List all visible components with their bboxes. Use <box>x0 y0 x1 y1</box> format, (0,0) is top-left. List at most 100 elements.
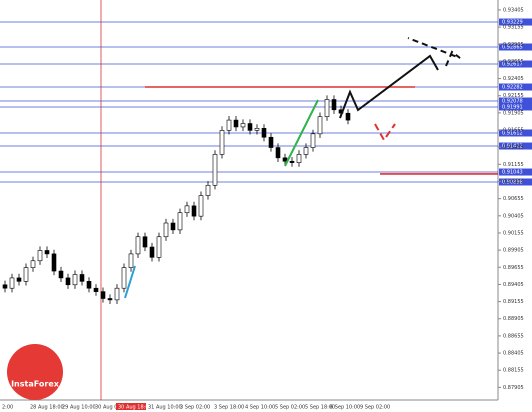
candle-body <box>163 222 169 238</box>
candle-body <box>296 154 302 163</box>
level-tag <box>499 83 532 91</box>
forecast-line <box>407 37 461 67</box>
candle-body <box>135 236 141 255</box>
candle-body <box>30 260 36 268</box>
x-tick-label: 29 Aug 10:00 <box>62 405 96 411</box>
level-label: 0.93229 <box>502 20 523 26</box>
level-label: 0.91422 <box>502 144 523 150</box>
y-tick-label: 0.88905 <box>503 316 524 322</box>
candle-body <box>254 128 260 131</box>
candle-body <box>2 284 8 289</box>
level-tag <box>499 129 532 137</box>
candle-body <box>177 212 183 231</box>
level-tag <box>499 168 532 176</box>
level-tag <box>499 18 532 26</box>
y-tick-label: 0.87905 <box>503 385 524 391</box>
candle-body <box>317 116 323 135</box>
y-tick-label: 0.92155 <box>503 93 524 99</box>
candle-body <box>212 154 218 186</box>
logo-text: InstaForex <box>11 380 60 389</box>
level-tag <box>499 60 532 68</box>
candle-body <box>275 147 281 159</box>
candle-body <box>100 291 106 299</box>
y-tick-label: 0.91155 <box>503 162 524 168</box>
candle-body <box>233 119 239 128</box>
x-label-highlight <box>116 403 146 410</box>
level-tag <box>499 178 532 186</box>
candle-body <box>142 236 148 248</box>
wave-line <box>124 265 136 299</box>
y-tick-label: 0.90655 <box>503 196 524 202</box>
candle-body <box>345 112 351 121</box>
candle-body <box>310 133 316 148</box>
candle-body <box>261 128 267 138</box>
level-label: 0.92617 <box>502 62 523 68</box>
candle-body <box>51 253 57 272</box>
level-label: 0.92282 <box>502 85 523 91</box>
x-tick-label: 30 Aug 18:00 <box>118 405 152 411</box>
y-tick-label: 0.88155 <box>503 368 524 374</box>
y-tick-label: 0.92905 <box>503 42 524 48</box>
candle-body <box>16 277 22 282</box>
candle-body <box>303 147 309 155</box>
logo: InstaForex <box>7 344 63 400</box>
candle-body <box>282 157 288 162</box>
y-tick-label: 0.91905 <box>503 110 524 116</box>
y-tick-label: 0.88405 <box>503 351 524 357</box>
candle-body <box>205 184 211 196</box>
wave-line <box>284 99 319 167</box>
y-tick-label: 0.89905 <box>503 248 524 254</box>
candle-body <box>170 222 176 231</box>
y-tick-label: 0.90155 <box>503 230 524 236</box>
x-tick-label: 5 Sep 02:00 <box>275 405 305 411</box>
y-tick-label: 0.93155 <box>503 25 524 31</box>
y-tick-label: 0.88655 <box>503 333 524 339</box>
candle-body <box>107 298 113 301</box>
y-tick-label: 0.91655 <box>503 128 524 134</box>
candle-body <box>44 250 50 255</box>
level-label: 0.92865 <box>502 45 523 51</box>
y-tick-label: 0.92655 <box>503 59 524 65</box>
y-tick-label: 0.90905 <box>503 179 524 185</box>
x-tick-label: 3 Sep 18:00 <box>214 405 244 411</box>
level-tag <box>499 142 532 150</box>
candle-body <box>156 236 162 258</box>
y-tick-label: 0.90405 <box>503 213 524 219</box>
y-tick-label: 0.89155 <box>503 299 524 305</box>
x-tick-label: 5 Sep 18:00 <box>305 405 335 411</box>
forecast-line <box>339 54 439 119</box>
candle-body <box>149 246 155 258</box>
level-tag <box>499 97 532 105</box>
x-tick-label: 31 Aug 10:00 <box>148 405 182 411</box>
candle-body <box>324 99 330 117</box>
x-tick-label: 2:00 <box>2 405 13 411</box>
y-tick-label: 0.89405 <box>503 282 524 288</box>
candle-body <box>114 287 120 301</box>
candle-body <box>268 136 274 148</box>
x-tick-label: 28 Aug 18:00 <box>30 405 64 411</box>
level-label: 0.91991 <box>502 104 523 110</box>
level-label: 0.91612 <box>502 130 523 136</box>
level-label: 0.92078 <box>502 99 523 105</box>
y-tick-label: 0.92405 <box>503 76 524 82</box>
level-tag <box>499 103 532 111</box>
candle-body <box>72 274 78 286</box>
candle-body <box>240 123 246 128</box>
logo-circle <box>7 344 63 400</box>
y-tick-label: 0.93405 <box>503 7 524 13</box>
candle-body <box>93 287 99 292</box>
x-tick-label: 6 Sep 10:00 <box>330 405 360 411</box>
candle-body <box>184 205 190 214</box>
candle-body <box>65 277 71 286</box>
candle-body <box>58 270 64 279</box>
candle-body <box>128 253 134 268</box>
level-label: 0.90898 <box>502 179 523 185</box>
candle-body <box>9 277 15 289</box>
y-tick-label: 0.91405 <box>503 145 524 151</box>
candle-body <box>37 250 43 262</box>
candle-body <box>191 205 197 217</box>
candle-body <box>79 274 85 282</box>
candle-body <box>121 267 127 289</box>
candle-body <box>226 119 232 131</box>
candle-body <box>198 195 204 217</box>
